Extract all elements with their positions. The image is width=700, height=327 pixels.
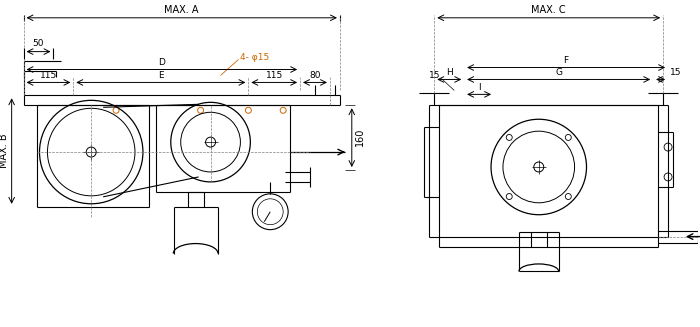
Text: 15: 15 bbox=[671, 68, 682, 77]
Text: I: I bbox=[478, 83, 480, 92]
Text: D: D bbox=[158, 58, 165, 67]
Text: H: H bbox=[446, 68, 453, 77]
Text: 80: 80 bbox=[309, 71, 321, 80]
Text: 115: 115 bbox=[265, 71, 283, 80]
Text: 50: 50 bbox=[33, 39, 44, 48]
Text: G: G bbox=[555, 68, 562, 77]
Text: F: F bbox=[563, 56, 568, 65]
Text: E: E bbox=[158, 71, 164, 80]
Text: 4- φ15: 4- φ15 bbox=[240, 53, 270, 62]
Text: MAX. A: MAX. A bbox=[164, 5, 199, 15]
Text: MAX. C: MAX. C bbox=[531, 5, 566, 15]
Text: 15: 15 bbox=[428, 71, 440, 80]
Text: MAX. B: MAX. B bbox=[0, 134, 8, 168]
Text: 115: 115 bbox=[40, 71, 57, 80]
Text: 160: 160 bbox=[355, 128, 365, 146]
